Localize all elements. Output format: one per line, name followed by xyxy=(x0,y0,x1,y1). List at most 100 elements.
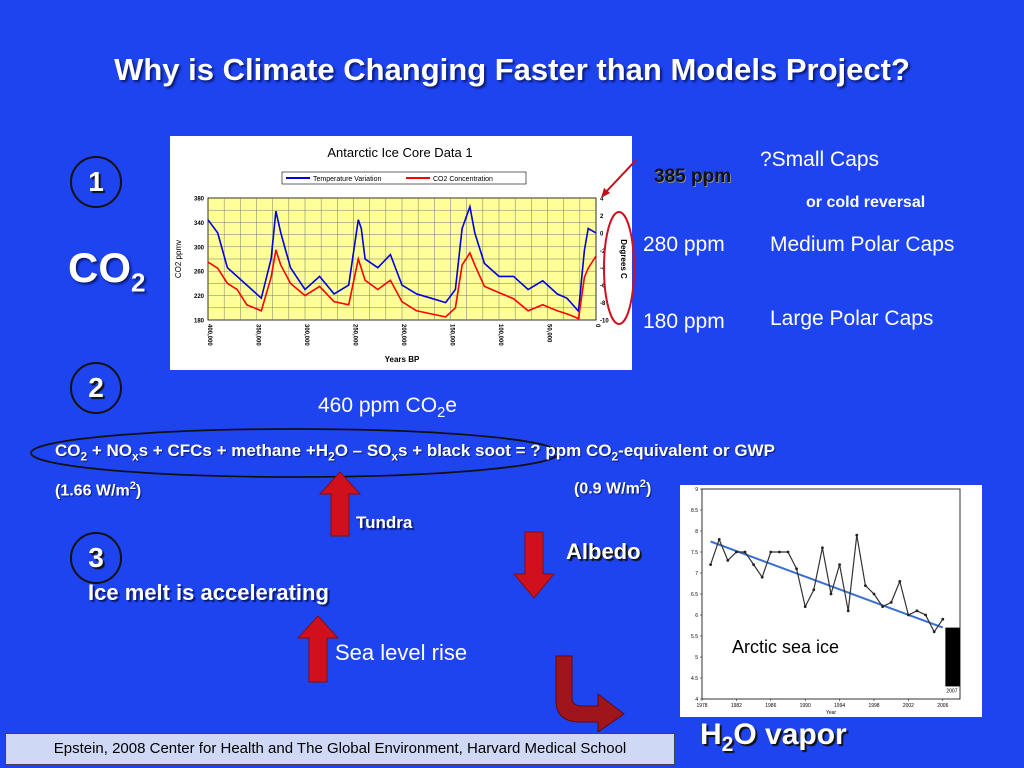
arctic-ytick-7: 7 xyxy=(695,571,698,577)
arctic-point xyxy=(735,550,738,554)
large-polar-caps: Large Polar Caps xyxy=(770,307,934,330)
arctic-2007-label: 2007 xyxy=(946,688,957,694)
arctic-xtick-2006: 2006 xyxy=(937,703,948,709)
antarctic-xtick-5: 150,000 xyxy=(449,324,455,346)
arctic-xtick-1994: 1994 xyxy=(834,703,845,709)
arctic-point xyxy=(864,584,867,587)
tundra-up-arrow xyxy=(318,471,362,537)
arctic-point xyxy=(726,559,730,562)
arctic-point xyxy=(760,575,764,579)
arctic-xtick-2002: 2002 xyxy=(903,703,914,709)
antarctic-chart: Antarctic Ice Core Data 1 Temperature Va… xyxy=(170,136,632,370)
arctic-point xyxy=(846,609,850,613)
tundra-label: Tundra xyxy=(356,513,413,532)
co2-equivalent-total: 460 ppm CO2e xyxy=(318,394,457,422)
antarctic-chart-title: Antarctic Ice Core Data 1 xyxy=(327,145,472,160)
antarctic-xtick-1: 350,000 xyxy=(255,324,261,346)
antarctic-xtick-2: 300,000 xyxy=(303,324,309,346)
ppm-385: 385 ppm xyxy=(654,166,732,187)
arctic-point xyxy=(855,533,859,537)
arctic-point xyxy=(829,592,833,596)
antarctic-ylabel: CO2 ppmv xyxy=(174,240,183,278)
arctic-point xyxy=(795,567,798,571)
sea-level-up-arrow xyxy=(296,615,340,683)
antarctic-y2label: Degrees C xyxy=(619,239,628,279)
antarctic-y2tick-0: 0 xyxy=(600,231,604,237)
cold-reversal: or cold reversal xyxy=(806,194,926,211)
arctic-xtick-1982: 1982 xyxy=(731,703,742,709)
antarctic-y2tick-4: 4 xyxy=(600,197,604,203)
arctic-point xyxy=(752,563,755,566)
antarctic-y2tick--2: -2 xyxy=(600,249,606,255)
ppm-180: 180 ppm xyxy=(643,310,725,333)
antarctic-xlabel: Years BP xyxy=(385,355,420,364)
arctic-xlabel: Year xyxy=(826,710,836,716)
medium-polar-caps: Medium Polar Caps xyxy=(770,233,955,256)
arctic-chart: 4 4.5 5 5.5 6 6.5 7 7.5 8 8.5 9 1978 1982 1986 1990 19… xyxy=(680,485,982,717)
antarctic-y2tick--6: -6 xyxy=(600,284,606,290)
temperature-series-line xyxy=(207,203,597,314)
ice-melt-text: Ice melt is accelerating xyxy=(88,580,329,605)
arctic-point xyxy=(932,630,936,634)
arctic-point xyxy=(881,605,884,608)
gases-ellipse xyxy=(30,428,560,478)
arctic-ytick-4.5: 4.5 xyxy=(691,676,698,682)
antarctic-xtick-7: 50,000 xyxy=(546,324,552,343)
section-3-number: 3 xyxy=(70,532,122,584)
arctic-trend-line xyxy=(710,540,944,629)
antarctic-chart-svg: Antarctic Ice Core Data 1 Temperature Va… xyxy=(174,145,628,364)
antarctic-xtick-0: 400,000 xyxy=(206,324,212,346)
antarctic-xtick-3: 250,000 xyxy=(352,324,358,346)
arctic-point xyxy=(821,546,824,550)
arctic-series-points xyxy=(709,533,945,634)
forcing-left: (1.66 W/m2) xyxy=(55,480,142,500)
pointer-arrow-head xyxy=(601,188,610,198)
co2-label: CO2 xyxy=(68,244,146,298)
arctic-point xyxy=(898,580,902,583)
slide-title: Why is Climate Changing Faster than Mode… xyxy=(114,52,910,87)
antarctic-y-ticks: 180 220 260 300 340 380 xyxy=(194,197,205,325)
arctic-2007-bar xyxy=(945,627,960,687)
arctic-point xyxy=(717,538,721,541)
antarctic-y2tick--10: -10 xyxy=(600,319,609,325)
legend-co2-label: CO2 Concentration xyxy=(433,176,493,183)
antarctic-y2tick-2: 2 xyxy=(600,214,604,220)
antarctic-y2-ticks: 4 2 0 -2 -4 -6 -8 -10 xyxy=(600,197,609,325)
arctic-xtick-1978: 1978 xyxy=(696,703,707,709)
h2o-curved-arrow xyxy=(555,655,625,732)
arctic-point xyxy=(915,609,919,613)
arctic-ytick-5.5: 5.5 xyxy=(691,634,698,640)
degrees-axis-ellipse xyxy=(603,211,635,325)
arctic-point xyxy=(907,613,910,617)
arctic-ytick-6: 6 xyxy=(695,613,698,619)
antarctic-legend: Temperature Variation CO2 Concentration xyxy=(281,171,527,185)
arctic-ytick-8: 8 xyxy=(695,529,698,535)
legend-temperature-label: Temperature Variation xyxy=(313,176,381,183)
arctic-point xyxy=(941,617,945,621)
arctic-point xyxy=(786,550,790,554)
albedo-label: Albedo xyxy=(566,539,641,564)
arctic-chart-svg: 44.555.566.577.588.59 1978 1982 1986 1990 19… xyxy=(691,487,961,716)
antarctic-xtick-6: 100,000 xyxy=(497,324,503,346)
antarctic-ytick-300: 300 xyxy=(194,245,205,251)
arctic-point xyxy=(812,588,816,592)
antarctic-y2tick--8: -8 xyxy=(600,301,606,307)
arctic-ytick-9: 9 xyxy=(695,487,698,493)
section-2-number: 2 xyxy=(70,362,122,414)
arctic-sea-ice-label: Arctic sea ice xyxy=(732,637,839,657)
forcing-right: (0.9 W/m2) xyxy=(574,478,652,498)
small-caps: ?Small Caps xyxy=(760,148,880,171)
arctic-ytick-8.5: 8.5 xyxy=(691,508,698,514)
arctic-point xyxy=(778,550,781,554)
arctic-ytick-6.5: 6.5 xyxy=(691,592,698,598)
arctic-point xyxy=(803,605,807,608)
antarctic-y2tick--4: -4 xyxy=(600,266,606,272)
antarctic-ytick-260: 260 xyxy=(194,270,205,276)
arctic-xtick-1990: 1990 xyxy=(800,703,811,709)
ghg-formula: CO2 + NOxs + CFCs + methane +H2O – SOxs … xyxy=(55,441,775,464)
sea-level-rise: Sea level rise xyxy=(335,640,468,665)
arctic-xtick-1998: 1998 xyxy=(868,703,879,709)
arctic-ytick-4: 4 xyxy=(695,697,698,703)
arctic-point xyxy=(889,601,893,604)
section-1-number: 1 xyxy=(70,156,122,208)
